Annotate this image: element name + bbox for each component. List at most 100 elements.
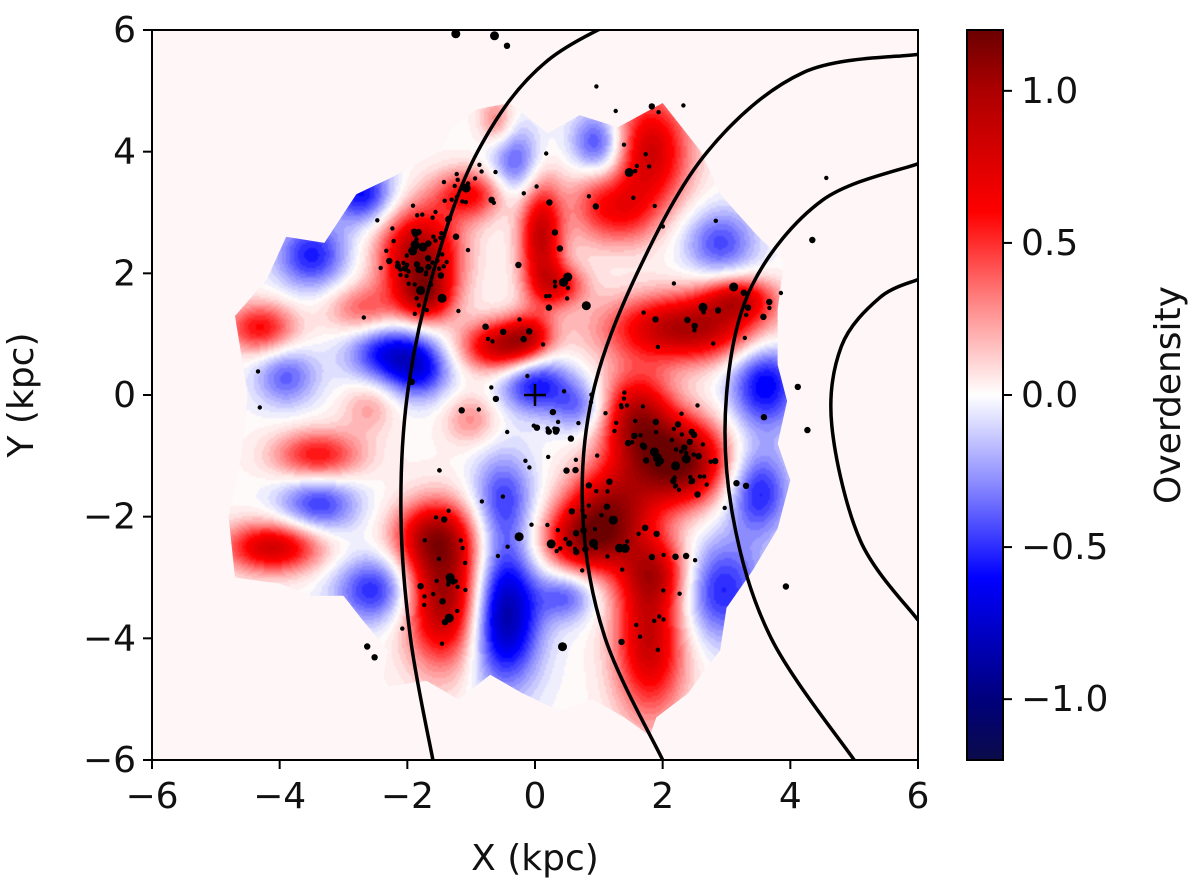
cluster-point	[794, 383, 801, 391]
cluster-point	[455, 177, 460, 182]
cluster-point	[712, 457, 719, 465]
cluster-point	[545, 522, 550, 528]
cluster-point	[643, 152, 648, 157]
cluster-point	[677, 591, 682, 596]
cluster-point	[546, 199, 553, 206]
x-axis-label: X (kpc)	[471, 838, 599, 879]
cluster-point	[462, 560, 468, 566]
cluster-point	[744, 304, 752, 311]
cluster-point	[414, 237, 419, 242]
cluster-point	[476, 407, 481, 412]
cluster-point	[422, 602, 427, 608]
cluster-point	[624, 439, 632, 447]
cluster-point	[495, 553, 501, 559]
cluster-point	[676, 487, 682, 492]
cluster-point	[490, 31, 499, 41]
arc-3	[723, 162, 918, 760]
cluster-point	[692, 558, 698, 563]
y-tick-label: 2	[113, 253, 136, 294]
cluster-point	[552, 428, 560, 435]
cluster-point	[412, 230, 419, 238]
cluster-point	[445, 573, 455, 583]
cluster-point	[681, 103, 686, 108]
cluster-point	[580, 568, 585, 573]
cluster-point	[540, 342, 546, 347]
cluster-point	[485, 336, 491, 342]
y-axis-label: Y (kpc)	[1, 332, 42, 458]
cluster-point	[424, 270, 429, 275]
cluster-point	[555, 527, 561, 533]
cluster-point	[695, 453, 702, 460]
y-axis-ticks: −6 −4 −2 0 2 4 6	[83, 10, 152, 781]
cluster-point	[460, 199, 465, 204]
cluster-point	[652, 203, 657, 209]
cluster-point	[618, 638, 625, 646]
cluster-point	[558, 642, 567, 652]
cluster-point	[671, 461, 681, 471]
cluster-point	[605, 554, 610, 559]
cluster-point	[444, 259, 449, 265]
cluster-point	[422, 594, 427, 599]
cluster-point	[521, 191, 526, 196]
cluster-point	[461, 183, 471, 193]
cluster-point	[639, 442, 647, 449]
cluster-point	[439, 641, 445, 646]
cluster-point	[565, 285, 571, 291]
x-tick-label: 0	[524, 776, 547, 817]
cluster-point	[414, 296, 419, 301]
cluster-point	[441, 264, 446, 269]
cluster-point	[581, 301, 591, 311]
cluster-point	[437, 293, 447, 303]
cluster-point	[634, 163, 640, 169]
cluster-point	[413, 261, 421, 268]
cluster-point	[641, 310, 646, 315]
colorbar-ticks: 1.0 0.5 0.0 −0.5 −1.0	[1003, 71, 1108, 720]
cluster-point	[742, 335, 747, 341]
cluster-point	[505, 544, 510, 549]
cluster-point	[688, 474, 693, 480]
y-tick-label: 4	[113, 132, 136, 173]
cluster-point	[412, 282, 417, 287]
cluster-point	[455, 584, 460, 590]
cluster-point	[636, 531, 641, 537]
cluster-point	[555, 419, 561, 425]
colorbar-tick-label: 1.0	[1021, 71, 1078, 112]
cluster-point	[552, 284, 558, 289]
cluster-point	[404, 273, 409, 279]
cluster-point	[605, 489, 610, 494]
cluster-point	[472, 176, 478, 181]
cluster-point	[412, 311, 417, 316]
cluster-point	[458, 407, 465, 414]
colorbar-tick-label: −0.5	[1021, 527, 1108, 568]
cluster-point	[586, 503, 591, 508]
cluster-point	[576, 420, 581, 426]
cluster-point	[691, 452, 696, 457]
cluster-point	[661, 617, 666, 622]
cluster-point	[401, 265, 409, 272]
cluster-point	[585, 482, 593, 489]
cluster-point	[430, 260, 435, 265]
cluster-point	[646, 164, 652, 169]
cluster-point	[701, 307, 706, 312]
cluster-point	[520, 335, 527, 343]
cluster-point	[375, 218, 380, 223]
cluster-point	[633, 168, 638, 174]
cluster-point	[740, 289, 747, 296]
cluster-point	[413, 246, 418, 251]
cluster-point	[463, 199, 468, 205]
cluster-point	[430, 215, 435, 220]
cluster-point	[599, 513, 604, 518]
cluster-point	[713, 218, 718, 223]
cluster-point	[648, 553, 656, 561]
cluster-point	[451, 30, 461, 39]
cluster-point	[649, 447, 659, 457]
cluster-point	[441, 618, 449, 626]
cluster-point	[595, 453, 600, 458]
cluster-point	[489, 385, 494, 390]
cluster-point	[531, 423, 536, 428]
cluster-point	[652, 316, 659, 323]
cluster-point	[708, 459, 713, 464]
cluster-point	[422, 538, 427, 543]
cluster-point	[637, 634, 643, 639]
cluster-point	[479, 169, 484, 174]
